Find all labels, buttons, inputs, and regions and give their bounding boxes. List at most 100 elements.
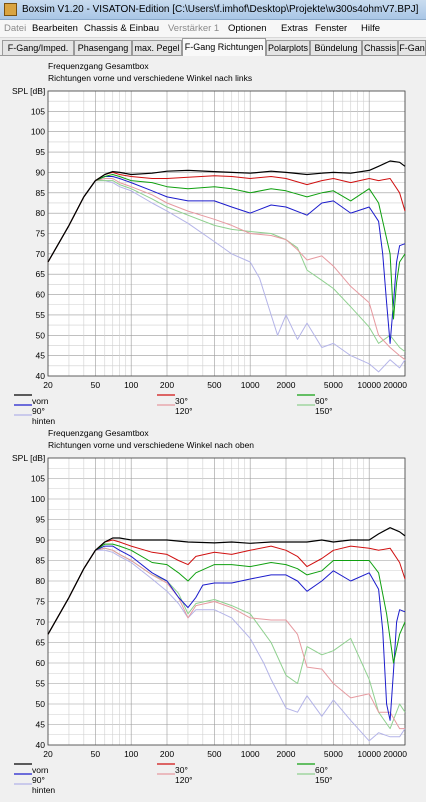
x-tick-label: 20 xyxy=(43,380,53,390)
frequency-response-charts: Frequenzgang Gesamtbox Richtungen vorne u… xyxy=(12,61,407,795)
menu-chassis-einbau[interactable]: Chassis & Einbau xyxy=(84,23,159,34)
legend-label-120: 120° xyxy=(175,406,193,416)
tab-f-gang-imped[interactable]: F-Gang/Imped. xyxy=(2,40,74,55)
x-tick-label: 200 xyxy=(160,749,174,759)
tab-f-gang-more[interactable]: F-Gan xyxy=(398,40,426,55)
y-tick-label: 60 xyxy=(36,658,46,668)
menu-optionen[interactable]: Optionen xyxy=(228,23,267,34)
y-tick-label: 40 xyxy=(36,740,46,750)
menu-verstaerker[interactable]: Verstärker 1 xyxy=(168,23,220,34)
tab-chassis[interactable]: Chassis xyxy=(362,40,398,55)
menu-fenster[interactable]: Fenster xyxy=(315,23,348,34)
x-tick-label: 50 xyxy=(91,380,101,390)
series-line-hinten xyxy=(47,549,406,742)
y-tick-label: 65 xyxy=(36,269,46,279)
menu-datei[interactable]: Datei xyxy=(4,23,27,34)
tab-max-pegel[interactable]: max. Pegel xyxy=(132,40,182,55)
chart-subtitle: Richtungen vorne und verschiedene Winkel… xyxy=(48,440,254,450)
series-line-120 xyxy=(47,547,405,730)
legend-label-150: 150° xyxy=(315,775,333,785)
chart-1: Frequenzgang Gesamtbox Richtungen vorne u… xyxy=(12,61,407,426)
x-tick-label: 1000 xyxy=(241,380,260,390)
series-line-60 xyxy=(47,543,406,664)
y-tick-label: 75 xyxy=(36,597,46,607)
legend-label-vorn: vorn xyxy=(32,396,49,406)
x-tick-label: 100 xyxy=(124,749,138,759)
y-tick-label: 85 xyxy=(36,556,46,566)
plot-frame xyxy=(47,90,406,377)
y-tick-label: 70 xyxy=(36,617,46,627)
title-bar: Boxsim V1.20 - VISATON-Edition [C:\Users… xyxy=(0,0,426,20)
window-title: Boxsim V1.20 - VISATON-Edition [C:\Users… xyxy=(22,4,419,15)
menu-extras[interactable]: Extras xyxy=(281,23,308,34)
chart-panel: Frequenzgang Gesamtbox Richtungen vorne u… xyxy=(0,56,426,800)
legend: vorn 30° 60° 90° 120° 150° hinten xyxy=(14,763,333,795)
legend-label-60: 60° xyxy=(315,765,328,775)
series-line-60 xyxy=(47,174,406,320)
series-line-vorn xyxy=(47,527,406,635)
y-tick-label: 75 xyxy=(36,229,46,239)
y-tick-label: 95 xyxy=(36,147,46,157)
legend-label-60: 60° xyxy=(315,396,328,406)
y-tick-label: 60 xyxy=(36,290,46,300)
tab-buendelung[interactable]: Bündelung xyxy=(310,40,362,55)
y-tick-label: 55 xyxy=(36,310,46,320)
plot-frame xyxy=(47,457,406,746)
y-tick-label: 45 xyxy=(36,351,46,361)
y-axis-label: SPL [dB] xyxy=(12,86,45,96)
grid xyxy=(47,90,406,377)
menu-bar: Datei Bearbeiten Chassis & Einbau Verstä… xyxy=(0,20,426,38)
x-tick-label: 5000 xyxy=(324,749,343,759)
legend-label-hinten: hinten xyxy=(32,785,55,795)
legend-label-120: 120° xyxy=(175,775,193,785)
series-line-90 xyxy=(47,176,406,344)
x-tick-label: 10000 xyxy=(357,380,381,390)
chart-subtitle: Richtungen vorne und verschiedene Winkel… xyxy=(48,73,252,83)
tab-polarplots[interactable]: Polarplots xyxy=(266,40,310,55)
chart-title: Frequenzgang Gesamtbox xyxy=(48,428,149,438)
series-line-vorn xyxy=(47,160,406,263)
app-icon xyxy=(4,3,17,16)
legend-label-30: 30° xyxy=(175,396,188,406)
chart-title: Frequenzgang Gesamtbox xyxy=(48,61,149,71)
x-tick-label: 2000 xyxy=(277,749,296,759)
legend: vorn 30° 60° 90° 120° 150° hinten xyxy=(14,394,333,426)
y-tick-label: 40 xyxy=(36,371,46,381)
legend-label-90: 90° xyxy=(32,775,45,785)
x-tick-label: 50 xyxy=(91,749,101,759)
legend-label-150: 150° xyxy=(315,406,333,416)
chart-2: Frequenzgang Gesamtbox Richtungen vorne u… xyxy=(12,428,407,795)
x-tick-label: 2000 xyxy=(277,380,296,390)
y-tick-label: 50 xyxy=(36,699,46,709)
x-tick-label: 500 xyxy=(207,380,221,390)
x-tick-label: 20 xyxy=(43,749,53,759)
x-tick-label: 20000 xyxy=(383,749,407,759)
legend-label-hinten: hinten xyxy=(32,416,55,426)
x-tick-label: 500 xyxy=(207,749,221,759)
y-tick-label: 90 xyxy=(36,167,46,177)
menu-bearbeiten[interactable]: Bearbeiten xyxy=(32,23,78,34)
y-tick-label: 105 xyxy=(31,106,45,116)
menu-hilfe[interactable]: Hilfe xyxy=(361,23,381,34)
y-tick-label: 90 xyxy=(36,535,46,545)
series-line-150 xyxy=(47,180,406,352)
y-tick-label: 80 xyxy=(36,208,46,218)
tab-phasengang[interactable]: Phasengang xyxy=(74,40,132,55)
y-axis-label: SPL [dB] xyxy=(12,453,45,463)
series-line-30 xyxy=(47,539,406,635)
series-line-hinten xyxy=(47,180,406,373)
x-tick-label: 1000 xyxy=(241,749,260,759)
y-tick-label: 95 xyxy=(36,515,46,525)
legend-label-30: 30° xyxy=(175,765,188,775)
y-tick-label: 50 xyxy=(36,330,46,340)
tab-f-gang-richtungen[interactable]: F-Gang Richtungen xyxy=(182,38,266,56)
series-group xyxy=(47,527,406,742)
series-group xyxy=(47,160,406,373)
x-tick-label: 200 xyxy=(160,380,174,390)
x-tick-label: 20000 xyxy=(383,380,407,390)
series-line-90 xyxy=(47,545,406,721)
x-tick-label: 100 xyxy=(124,380,138,390)
y-tick-label: 45 xyxy=(36,720,46,730)
y-tick-label: 100 xyxy=(31,494,45,504)
x-tick-label: 5000 xyxy=(324,380,343,390)
